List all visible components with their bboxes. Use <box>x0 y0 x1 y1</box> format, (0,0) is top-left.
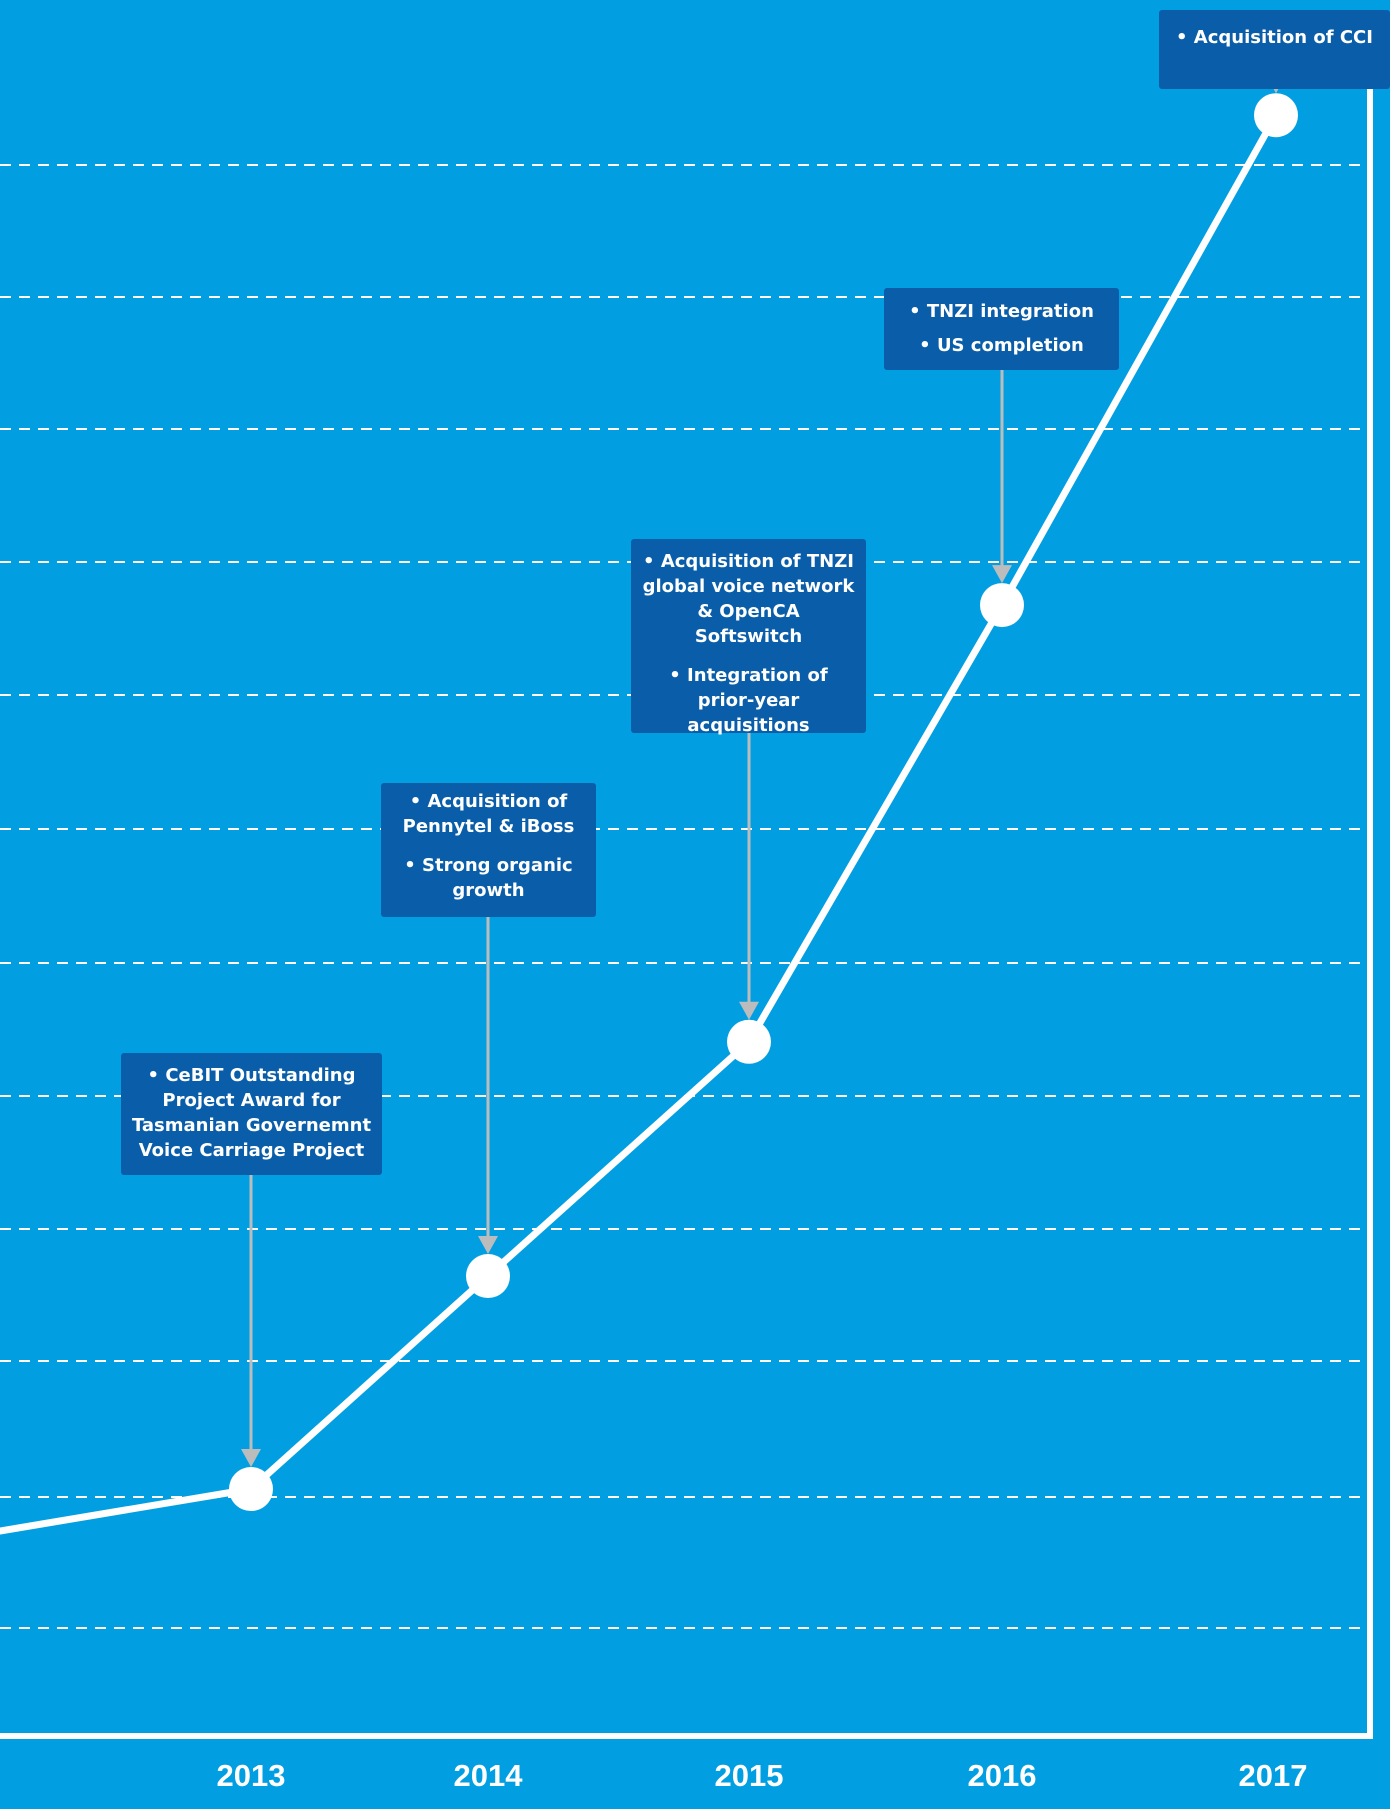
callout-arrows <box>241 75 1286 1468</box>
callout-2013-line-1: • CeBIT Outstanding Project Award for Ta… <box>131 1065 372 1161</box>
callout-2014-line-2: • Strong organic growth <box>404 855 573 901</box>
callout-2015-line-2: • Integration of prior-year acquisitions <box>669 665 828 736</box>
series-line <box>0 111 1280 1535</box>
data-point-2014 <box>466 1254 510 1299</box>
callout-2017-line-1: • Acquisition of CCI <box>1176 27 1373 48</box>
chart-frame <box>0 88 1373 1739</box>
grid-lines <box>0 164 1370 1629</box>
callout-2015-line-1: • Acquisition of TNZI global voice netwo… <box>642 551 855 647</box>
data-points <box>229 93 1298 1512</box>
arrow-head-2013 <box>241 1449 261 1468</box>
callout-2016-line-2: • US completion <box>919 335 1084 356</box>
callout-2016: • TNZI integration • US completion <box>884 288 1119 370</box>
callout-2017: • Acquisition of CCI <box>1159 10 1390 89</box>
arrow-head-2014 <box>478 1236 498 1255</box>
callout-2013: • CeBIT Outstanding Project Award for Ta… <box>121 1053 382 1175</box>
series-line-group <box>0 111 1280 1535</box>
data-point-2015 <box>727 1019 771 1064</box>
x-tick-2015: 2015 <box>714 1758 784 1793</box>
data-point-2016 <box>980 583 1024 628</box>
x-tick-2013: 2013 <box>216 1758 286 1793</box>
x-tick-2017: 2017 <box>1238 1758 1308 1793</box>
x-tick-2014: 2014 <box>453 1758 523 1793</box>
callout-2014-line-1: • Acquisition of Pennytel & iBoss <box>402 791 575 837</box>
callout-2014: • Acquisition of Pennytel & iBoss • Stro… <box>381 783 596 917</box>
arrow-head-2016 <box>992 565 1012 584</box>
arrow-head-2015 <box>739 1001 759 1020</box>
callout-2015: • Acquisition of TNZI global voice netwo… <box>631 539 866 736</box>
x-tick-2016: 2016 <box>967 1758 1037 1793</box>
data-point-2013 <box>229 1467 273 1512</box>
callout-2016-line-1: • TNZI integration <box>909 301 1094 322</box>
data-point-2017 <box>1254 93 1298 138</box>
